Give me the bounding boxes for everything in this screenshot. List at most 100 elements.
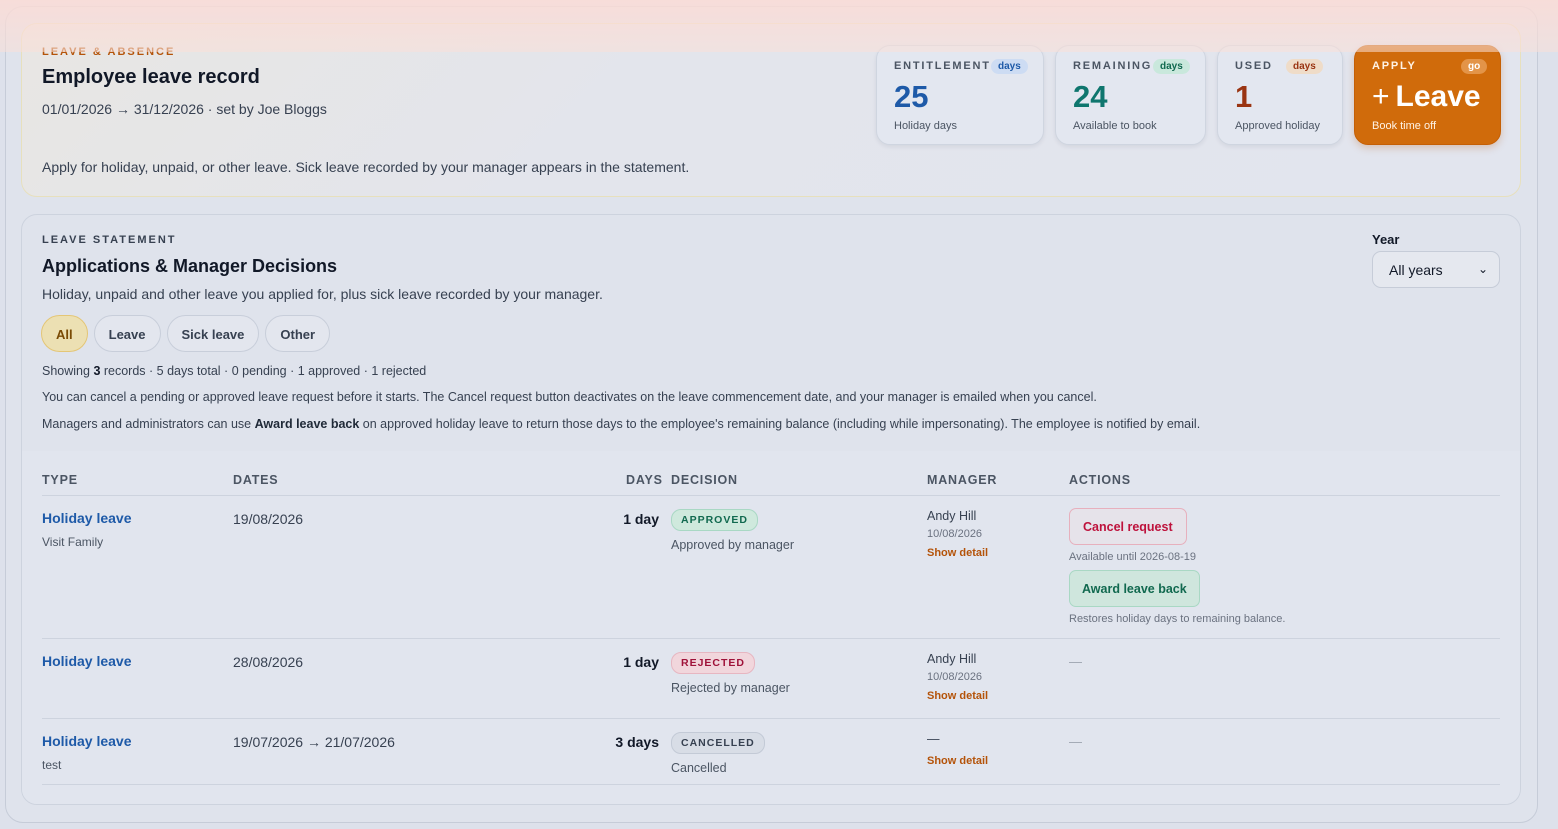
cancel-request-button[interactable]: Cancel request: [1069, 508, 1187, 545]
show-detail-link[interactable]: Show detail: [927, 755, 989, 767]
remaining-card: REMAINING days 24 Available to book: [1055, 45, 1206, 145]
decision-cell: REJECTED Rejected by manager: [671, 652, 790, 695]
leave-statement: LEAVE STATEMENT Applications & Manager D…: [21, 214, 1521, 805]
leave-type-link[interactable]: Holiday leave: [42, 733, 132, 749]
filter-chip-leave[interactable]: Leave: [93, 315, 161, 352]
decision-date: 10/08/2026: [927, 671, 983, 683]
used-unit-badge: days: [1286, 59, 1323, 74]
status-badge: CANCELLED: [671, 732, 765, 754]
type-cell: Holiday leave: [42, 653, 132, 669]
dates-cell: 19/07/2026 → 21/07/2026: [233, 734, 395, 750]
manager-name: —: [927, 732, 940, 746]
row-divider: [42, 638, 1500, 639]
plus-icon: +: [1372, 80, 1390, 113]
used-value: 1: [1235, 79, 1253, 114]
col-header-manager: MANAGER: [927, 473, 998, 487]
used-caption: Approved holiday: [1235, 120, 1321, 132]
leave-type-link[interactable]: Holiday leave: [42, 653, 132, 669]
apply-leave-button[interactable]: APPLY go + Leave Book time off: [1354, 45, 1501, 145]
manager-name: Andy Hill: [927, 509, 977, 523]
apply-go-badge: go: [1461, 59, 1488, 74]
summary-suffix: records · 5 days total · 0 pending · 1 a…: [100, 364, 427, 378]
decision-text: Approved by manager: [671, 538, 794, 552]
entitlement-caption: Holiday days: [894, 120, 957, 132]
leave-type-link[interactable]: Holiday leave: [42, 510, 132, 526]
apply-action: + Leave: [1372, 80, 1481, 114]
decision-cell: APPROVED Approved by manager: [671, 509, 794, 552]
decision-date: 10/08/2026: [927, 528, 983, 540]
award-leave-back-button[interactable]: Award leave back: [1069, 570, 1200, 607]
dates-cell: 28/08/2026: [233, 654, 304, 670]
leave-note: Visit Family: [42, 535, 104, 549]
type-cell: Holiday leave test: [42, 733, 132, 772]
filter-chip-other[interactable]: Other: [265, 315, 331, 352]
summary-prefix: Showing: [42, 364, 94, 378]
remaining-unit-badge: days: [1153, 59, 1190, 74]
decision-cell: CANCELLED Cancelled: [671, 732, 765, 775]
apply-caption: Book time off: [1372, 120, 1436, 132]
manager-cell: — Show detail: [927, 732, 988, 767]
cancel-availability: Available until 2026-08-19: [1069, 551, 1196, 563]
filter-chip-all[interactable]: All: [41, 315, 88, 352]
remaining-value: 24: [1073, 79, 1108, 114]
col-header-dates: DATES: [233, 473, 279, 487]
note-suffix: on approved holiday leave to return thos…: [359, 417, 1201, 431]
no-actions: —: [1069, 734, 1082, 749]
col-header-actions: ACTIONS: [1069, 473, 1131, 487]
days-cell: 3 days: [615, 734, 659, 750]
manager-cell: Andy Hill 10/08/2026 Show detail: [927, 652, 988, 702]
status-badge: REJECTED: [671, 652, 756, 674]
row-divider: [42, 784, 1500, 785]
header-divider: [42, 495, 1500, 496]
statement-title: Applications & Manager Decisions: [42, 256, 338, 276]
leave-table: TYPE DATES DAYS DECISION MANAGER ACTIONS…: [22, 451, 1520, 804]
col-header-days: DAYS: [626, 473, 663, 487]
actions-cell: Cancel request Available until 2026-08-1…: [1069, 508, 1285, 625]
type-filter-chips: All Leave Sick leave Other: [41, 315, 331, 352]
remaining-caption: Available to book: [1073, 120, 1157, 132]
col-header-type: TYPE: [42, 473, 78, 487]
days-cell: 1 day: [623, 511, 659, 527]
page-title: Employee leave record: [42, 66, 260, 88]
leave-period: 01/01/2026 → 31/12/2026 · set by Joe Blo…: [42, 101, 327, 117]
days-cell: 1 day: [623, 654, 659, 670]
dates-cell: 19/08/2026: [233, 511, 304, 527]
type-cell: Holiday leave Visit Family: [42, 510, 132, 549]
leave-note: test: [42, 758, 62, 772]
show-detail-link[interactable]: Show detail: [927, 690, 989, 702]
statement-subtitle: Holiday, unpaid and other leave you appl…: [42, 286, 603, 302]
manager-name: Andy Hill: [927, 652, 977, 666]
note-bold: Award leave back: [254, 417, 360, 431]
col-header-decision: DECISION: [671, 473, 738, 487]
statement-eyebrow: LEAVE STATEMENT: [42, 234, 177, 246]
note-prefix: Managers and administrators can use: [42, 417, 255, 431]
filter-chip-sick-leave[interactable]: Sick leave: [166, 315, 260, 352]
award-note: Restores holiday days to remaining balan…: [1069, 613, 1286, 625]
entitlement-value: 25: [894, 79, 929, 114]
no-actions: —: [1069, 654, 1082, 669]
used-card: USED days 1 Approved holiday: [1217, 45, 1343, 145]
year-select[interactable]: All years ⌄: [1372, 251, 1500, 288]
status-badge: APPROVED: [671, 509, 758, 531]
apply-label: APPLY: [1372, 60, 1417, 72]
leave-record-header: LEAVE & ABSENCE Employee leave record 01…: [21, 23, 1521, 197]
award-policy-note: Managers and administrators can use Awar…: [42, 417, 1200, 431]
cancel-policy-note: You can cancel a pending or approved lea…: [42, 390, 1097, 404]
summary-count: 3: [93, 364, 101, 378]
section-eyebrow: LEAVE & ABSENCE: [42, 46, 176, 58]
remaining-label: REMAINING: [1073, 60, 1153, 72]
entitlement-card: ENTITLEMENT days 25 Holiday days: [876, 45, 1044, 145]
show-detail-link[interactable]: Show detail: [927, 547, 989, 559]
apply-action-label: Leave: [1395, 80, 1481, 113]
intro-text: Apply for holiday, unpaid, or other leav…: [42, 159, 690, 175]
chevron-down-icon: ⌄: [1477, 262, 1488, 276]
decision-text: Cancelled: [671, 761, 727, 775]
row-divider: [42, 718, 1500, 719]
used-label: USED: [1235, 60, 1273, 72]
manager-cell: Andy Hill 10/08/2026 Show detail: [927, 509, 988, 559]
records-summary: Showing 3 records · 5 days total · 0 pen…: [42, 364, 426, 378]
decision-text: Rejected by manager: [671, 681, 790, 695]
year-select-value: All years: [1389, 262, 1443, 278]
entitlement-label: ENTITLEMENT: [894, 60, 991, 72]
year-filter-label: Year: [1372, 232, 1400, 247]
